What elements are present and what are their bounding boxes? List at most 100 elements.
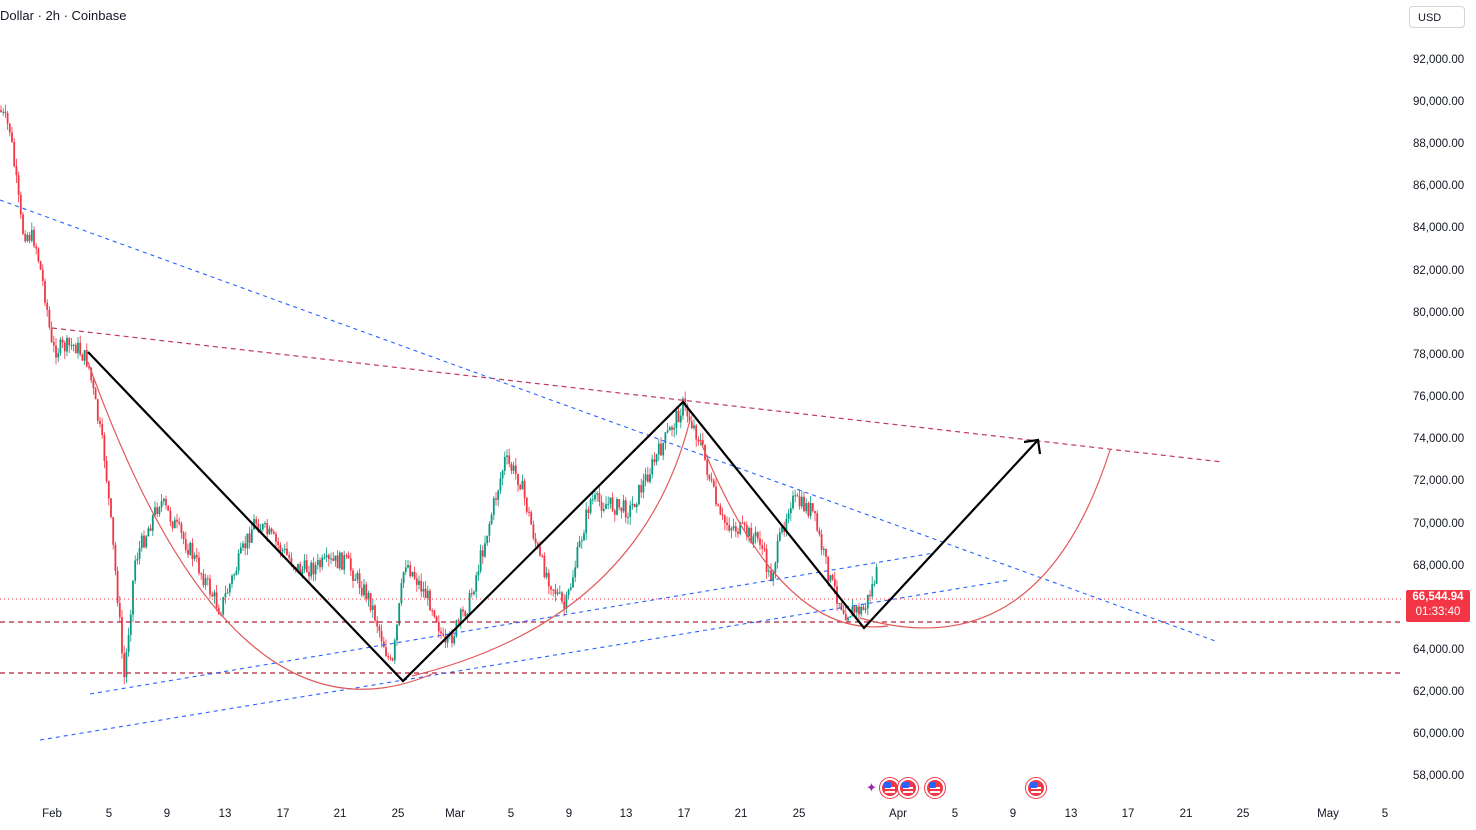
candle-body xyxy=(523,480,526,498)
candle-body xyxy=(767,570,770,572)
candle-body xyxy=(167,505,170,511)
candle-body xyxy=(369,592,372,611)
candle-body xyxy=(235,570,238,575)
candle-body xyxy=(541,555,544,557)
candle-body xyxy=(805,503,808,512)
candle-body xyxy=(497,490,500,500)
candle-body xyxy=(314,564,317,575)
candle-body xyxy=(110,498,112,518)
us-flag-icon[interactable] xyxy=(898,778,918,798)
price-axis[interactable] xyxy=(1404,0,1476,800)
price-tick: 92,000.00 xyxy=(1413,54,1465,66)
rounding-arc-left xyxy=(87,361,433,690)
candle-body xyxy=(873,583,876,585)
candle-body xyxy=(66,337,68,352)
candle-body xyxy=(178,521,181,524)
candle-body xyxy=(385,647,387,657)
candle-body xyxy=(371,605,374,611)
candle-body xyxy=(242,543,244,548)
candle-body xyxy=(594,494,596,500)
candle-body xyxy=(389,657,392,659)
candle-body xyxy=(204,578,207,586)
candle-body xyxy=(750,527,753,544)
candle-body xyxy=(338,552,341,569)
candle-body xyxy=(244,543,247,549)
candle-body xyxy=(138,547,141,559)
candle-body xyxy=(849,616,852,618)
candle-body xyxy=(666,430,669,433)
candle-body xyxy=(189,542,192,555)
price-tick: 60,000.00 xyxy=(1413,728,1465,740)
ai-sparkle-icon[interactable]: ✦ xyxy=(866,780,877,795)
candle-body xyxy=(545,572,548,578)
candle-body xyxy=(734,526,737,532)
candle-body xyxy=(629,505,632,517)
price-tick: 90,000.00 xyxy=(1413,96,1465,108)
time-tick: 25 xyxy=(391,808,405,820)
price-tick: 70,000.00 xyxy=(1413,518,1465,530)
candle-body xyxy=(693,425,695,429)
candle-body xyxy=(283,548,286,551)
candle-body xyxy=(299,563,302,575)
candle-body xyxy=(99,420,101,425)
candle-body xyxy=(184,539,187,550)
candle-body xyxy=(611,497,614,511)
time-tick: 5 xyxy=(105,808,113,820)
chart-canvas[interactable]: Dollar · 2h · Coinbase ✦ xyxy=(0,0,1404,800)
candle-body xyxy=(635,504,638,508)
candle-body xyxy=(752,536,755,544)
candle-body xyxy=(554,589,557,595)
candle-body xyxy=(154,507,156,516)
candle-body xyxy=(200,573,203,575)
candle-body xyxy=(239,547,242,554)
candle-body xyxy=(393,640,396,661)
candle-body xyxy=(206,578,209,580)
candle-body xyxy=(583,533,585,541)
candle-body xyxy=(580,540,583,542)
time-axis[interactable] xyxy=(0,800,1404,830)
candle-body xyxy=(79,342,82,355)
candle-body xyxy=(363,584,365,596)
candle-body xyxy=(162,498,165,502)
time-tick: 17 xyxy=(677,808,691,820)
time-tick: 21 xyxy=(333,808,347,820)
candle-body xyxy=(246,533,249,549)
currency-selector[interactable]: USD xyxy=(1409,6,1465,28)
candle-body xyxy=(820,534,823,550)
candle-body xyxy=(613,510,616,515)
candle-body xyxy=(22,214,24,234)
us-flag-icon[interactable] xyxy=(880,778,900,798)
rounding-arc-right xyxy=(699,439,889,628)
candle-body xyxy=(816,513,819,531)
candle-body xyxy=(105,460,108,482)
event-marker-cluster[interactable]: ✦ xyxy=(866,777,926,801)
symbol-title[interactable]: Dollar · 2h · Coinbase xyxy=(0,8,127,23)
time-tick: 21 xyxy=(1179,808,1193,820)
candle-body xyxy=(435,616,438,622)
candle-body xyxy=(789,508,792,514)
candle-body xyxy=(132,580,134,615)
candle-body xyxy=(620,507,623,512)
candle-body xyxy=(756,532,759,539)
candle-body xyxy=(679,415,682,423)
candle-body xyxy=(81,354,84,361)
candle-body xyxy=(688,416,691,422)
candle-body xyxy=(336,555,339,569)
candle-body xyxy=(479,550,482,572)
candle-body xyxy=(437,621,440,632)
us-flag-icon[interactable] xyxy=(1026,778,1046,798)
candle-body xyxy=(860,606,863,615)
candle-body xyxy=(424,588,427,599)
candle-body xyxy=(48,309,51,328)
candle-body xyxy=(569,587,572,590)
candle-body xyxy=(26,235,29,242)
chart-svg[interactable] xyxy=(0,0,1404,800)
candle-body xyxy=(149,528,152,531)
us-flag-icon[interactable] xyxy=(925,778,945,798)
candle-body xyxy=(202,573,205,586)
candle-body xyxy=(708,474,711,480)
candle-body xyxy=(774,562,777,573)
candle-body xyxy=(525,497,528,512)
candle-body xyxy=(374,605,376,621)
candle-body xyxy=(52,341,55,346)
